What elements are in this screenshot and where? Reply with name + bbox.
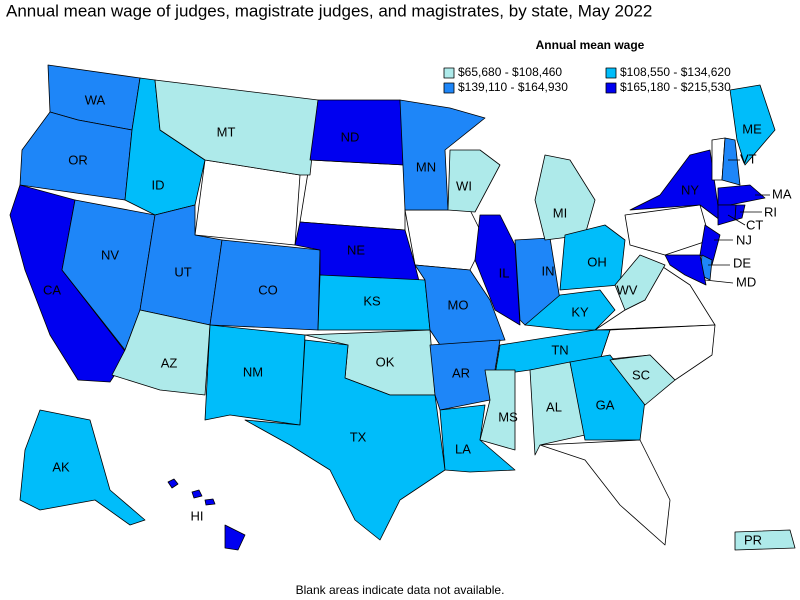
- state: [734, 204, 746, 221]
- state-label: KS: [363, 293, 381, 308]
- state: [534, 154, 596, 241]
- state-label: NY: [681, 182, 699, 197]
- state: [717, 184, 766, 206]
- legend-label: $139,110 - $164,930: [458, 80, 568, 94]
- legend-label: $65,680 - $108,460: [458, 65, 562, 79]
- state-label: AL: [546, 399, 562, 414]
- legend-swatch: [605, 82, 617, 94]
- state-label: AZ: [161, 355, 178, 370]
- state-label: IL: [499, 265, 510, 280]
- state-label: NV: [101, 247, 119, 262]
- state-label: ME: [742, 121, 762, 136]
- state-label: ND: [341, 129, 360, 144]
- state-label: OR: [68, 152, 88, 167]
- state-labels: WA OR CA NV ID MT UT AZ CO NM ND NE KS O…: [43, 92, 792, 547]
- legend-title: Annual mean wage: [536, 38, 645, 52]
- state: [721, 137, 741, 186]
- state-label: AK: [52, 459, 70, 474]
- state: [244, 339, 446, 541]
- state: [664, 254, 707, 286]
- state-label: GA: [596, 397, 615, 412]
- map-title: Annual mean wage of judges, magistrate j…: [6, 1, 652, 20]
- legend: $65,680 - $108,460 $108,550 - $134,620 $…: [443, 65, 731, 94]
- state: [609, 354, 676, 406]
- state-label: CA: [43, 282, 61, 297]
- state: [399, 99, 486, 211]
- legend-swatch: [443, 67, 455, 79]
- state-label: AR: [452, 365, 470, 380]
- state: [404, 209, 486, 271]
- blank-states: [194, 159, 716, 546]
- state: [447, 149, 501, 213]
- state: [439, 404, 516, 473]
- leader-line: [727, 214, 746, 226]
- state-label: SC: [632, 367, 650, 382]
- state-label: OK: [376, 354, 395, 369]
- state-label: PR: [744, 532, 762, 547]
- state-label: UT: [174, 264, 191, 279]
- state: [167, 478, 246, 551]
- state: [629, 149, 721, 221]
- leaders: [704, 159, 770, 284]
- state: [717, 204, 737, 226]
- state: [474, 214, 521, 326]
- state-label: LA: [455, 441, 471, 456]
- state: [559, 224, 626, 291]
- state: [299, 159, 406, 231]
- state-label: NJ: [736, 232, 752, 247]
- state-label: WI: [456, 178, 472, 193]
- state-label: MN: [416, 159, 436, 174]
- state-label: TX: [350, 429, 367, 444]
- state: [734, 529, 796, 551]
- state: [729, 84, 776, 166]
- state-label: MS: [498, 409, 518, 424]
- state-label: RI: [764, 204, 777, 219]
- state-label: MT: [217, 124, 236, 139]
- state-label: KY: [571, 304, 589, 319]
- state-label: ID: [152, 177, 165, 192]
- state-label: MD: [736, 274, 756, 289]
- state-label: IN: [542, 263, 555, 278]
- state-label: WV: [617, 282, 638, 297]
- state-label: VT: [740, 151, 757, 166]
- leader-line: [704, 279, 734, 284]
- legend-swatch: [605, 67, 617, 79]
- state-label: OH: [587, 254, 607, 269]
- footnote: Blank areas indicate data not available.: [296, 583, 505, 597]
- state-label: MA: [772, 186, 792, 201]
- state: [539, 439, 671, 546]
- state-label: CO: [258, 282, 278, 297]
- state-label: TN: [551, 342, 568, 357]
- state-label: NM: [243, 364, 263, 379]
- legend-label: $108,550 - $134,620: [620, 65, 731, 79]
- state-label: DE: [733, 255, 751, 270]
- states: [9, 64, 796, 551]
- state-label: MO: [448, 297, 469, 312]
- state-label: MI: [553, 205, 567, 220]
- state-label: NE: [347, 242, 365, 257]
- state-label: HI: [191, 508, 204, 523]
- legend-label: $165,180 - $215,530: [620, 80, 731, 94]
- state: [524, 289, 616, 331]
- state: [429, 339, 501, 411]
- state: [204, 324, 306, 426]
- state: [19, 409, 146, 526]
- state: [479, 369, 516, 451]
- state: [624, 204, 711, 256]
- state-label: WA: [85, 92, 106, 107]
- state-label: CT: [746, 217, 763, 232]
- legend-swatch: [443, 82, 455, 94]
- state: [614, 254, 666, 311]
- state: [529, 361, 586, 456]
